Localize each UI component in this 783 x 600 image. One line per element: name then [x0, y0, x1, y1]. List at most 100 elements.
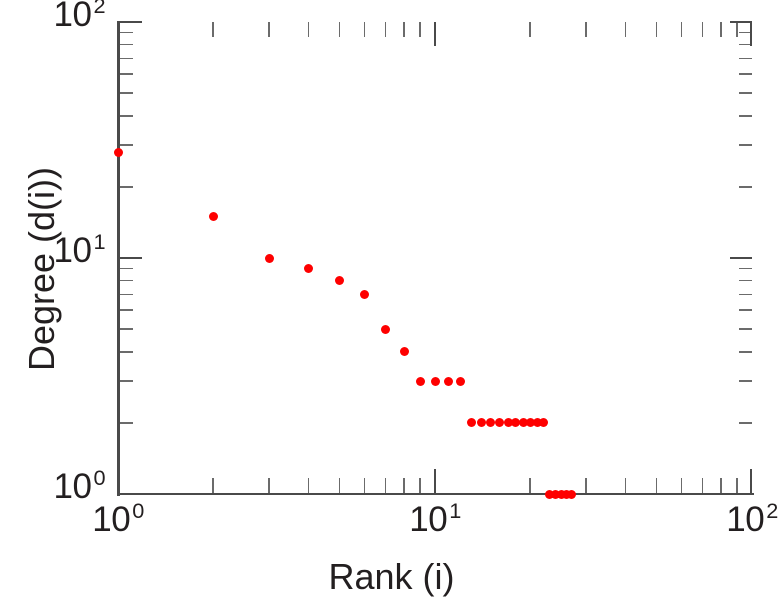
data-point: [562, 489, 572, 499]
x-tick-top-40: [624, 22, 627, 37]
data-point: [381, 324, 391, 334]
data-point: [539, 418, 549, 428]
x-tick-top-90: [736, 22, 739, 37]
y-tick-right-40: [739, 114, 752, 117]
x-tick-label-100: 102: [726, 498, 778, 539]
x-tick-label-10: 101: [409, 498, 461, 539]
y-tick-right-5: [739, 328, 752, 330]
data-point: [264, 253, 274, 263]
x-tick-top-8: [403, 22, 405, 37]
data-point: [304, 264, 314, 274]
x-tick-top-100: [749, 22, 752, 46]
y-tick-right-10: [730, 257, 752, 260]
data-point: [511, 418, 521, 428]
data-point: [113, 147, 123, 157]
x-tick-10: [434, 469, 437, 493]
data-point: [486, 418, 496, 428]
data-point: [551, 489, 561, 499]
x-tick-8: [403, 478, 405, 493]
data-point: [466, 418, 476, 428]
y-tick-30: [120, 144, 133, 146]
y-tick-60: [120, 73, 133, 75]
x-tick-5: [338, 478, 341, 493]
x-tick-top-6: [363, 22, 366, 37]
data-point: [335, 276, 345, 286]
y-tick-1: [120, 493, 142, 496]
x-tick-2: [212, 478, 215, 493]
y-tick-label-100: 102: [53, 0, 106, 34]
x-tick-70: [701, 478, 704, 493]
plot-area: [118, 22, 752, 494]
y-tick-right-60: [739, 73, 752, 75]
y-tick-right-9: [739, 267, 752, 270]
y-tick-70: [120, 57, 133, 60]
y-tick-5: [120, 328, 133, 330]
y-tick-4: [120, 350, 133, 353]
x-tick-3: [268, 478, 270, 493]
y-tick-right-7: [739, 293, 752, 296]
y-tick-8: [120, 279, 133, 282]
x-tick-top-1: [117, 22, 120, 46]
data-point: [545, 489, 555, 499]
y-tick-9: [120, 267, 133, 270]
x-tick-40: [624, 478, 627, 493]
data-point: [495, 418, 505, 428]
x-tick-top-70: [701, 22, 704, 37]
y-tick-right-30: [739, 144, 752, 146]
y-tick-right-3: [739, 380, 752, 382]
x-tick-90: [736, 478, 739, 493]
y-tick-10: [120, 257, 142, 260]
data-point: [518, 418, 528, 428]
y-tick-6: [120, 309, 133, 311]
data-point: [443, 376, 453, 386]
y-tick-3: [120, 380, 133, 382]
y-tick-20: [120, 185, 133, 188]
y-tick-label-1: 100: [53, 465, 106, 506]
y-tick-right-2: [739, 421, 752, 424]
y-tick-right-8: [739, 279, 752, 282]
x-tick-top-3: [268, 22, 270, 37]
x-tick-7: [384, 478, 387, 493]
y-tick-100: [120, 21, 142, 24]
x-tick-top-5: [338, 22, 341, 37]
data-point: [476, 418, 486, 428]
x-tick-top-2: [212, 22, 215, 37]
x-tick-50: [655, 478, 658, 493]
data-point: [525, 418, 535, 428]
x-tick-1: [117, 469, 120, 493]
data-point: [399, 347, 409, 357]
x-tick-label-1: 100: [92, 498, 144, 539]
y-tick-50: [120, 92, 133, 94]
y-tick-right-1: [730, 493, 752, 496]
y-tick-right-100: [730, 21, 752, 24]
x-tick-top-10: [434, 22, 437, 46]
y-tick-90: [120, 31, 133, 34]
y-axis-line: [117, 21, 120, 496]
x-tick-top-50: [655, 22, 658, 37]
y-tick-right-70: [739, 57, 752, 60]
y-tick-right-80: [739, 43, 752, 46]
y-tick-2: [120, 421, 133, 424]
y-tick-right-50: [739, 92, 752, 94]
x-tick-4: [307, 478, 310, 493]
y-tick-right-90: [739, 31, 752, 34]
y-tick-right-20: [739, 185, 752, 188]
y-tick-right-6: [739, 309, 752, 311]
data-point: [455, 376, 465, 386]
y-tick-80: [120, 43, 133, 46]
data-point: [360, 290, 370, 300]
data-point: [415, 376, 425, 386]
x-tick-30: [585, 478, 587, 493]
x-tick-top-4: [307, 22, 310, 37]
x-tick-top-9: [419, 22, 422, 37]
data-point: [208, 211, 218, 221]
data-point: [567, 489, 577, 499]
x-tick-top-60: [680, 22, 683, 37]
data-point: [556, 489, 566, 499]
x-tick-20: [529, 478, 532, 493]
x-tick-60: [680, 478, 683, 493]
y-axis-title: Degree (d(i)): [21, 166, 62, 372]
data-point: [532, 418, 542, 428]
y-tick-label-10: 101: [53, 229, 106, 270]
